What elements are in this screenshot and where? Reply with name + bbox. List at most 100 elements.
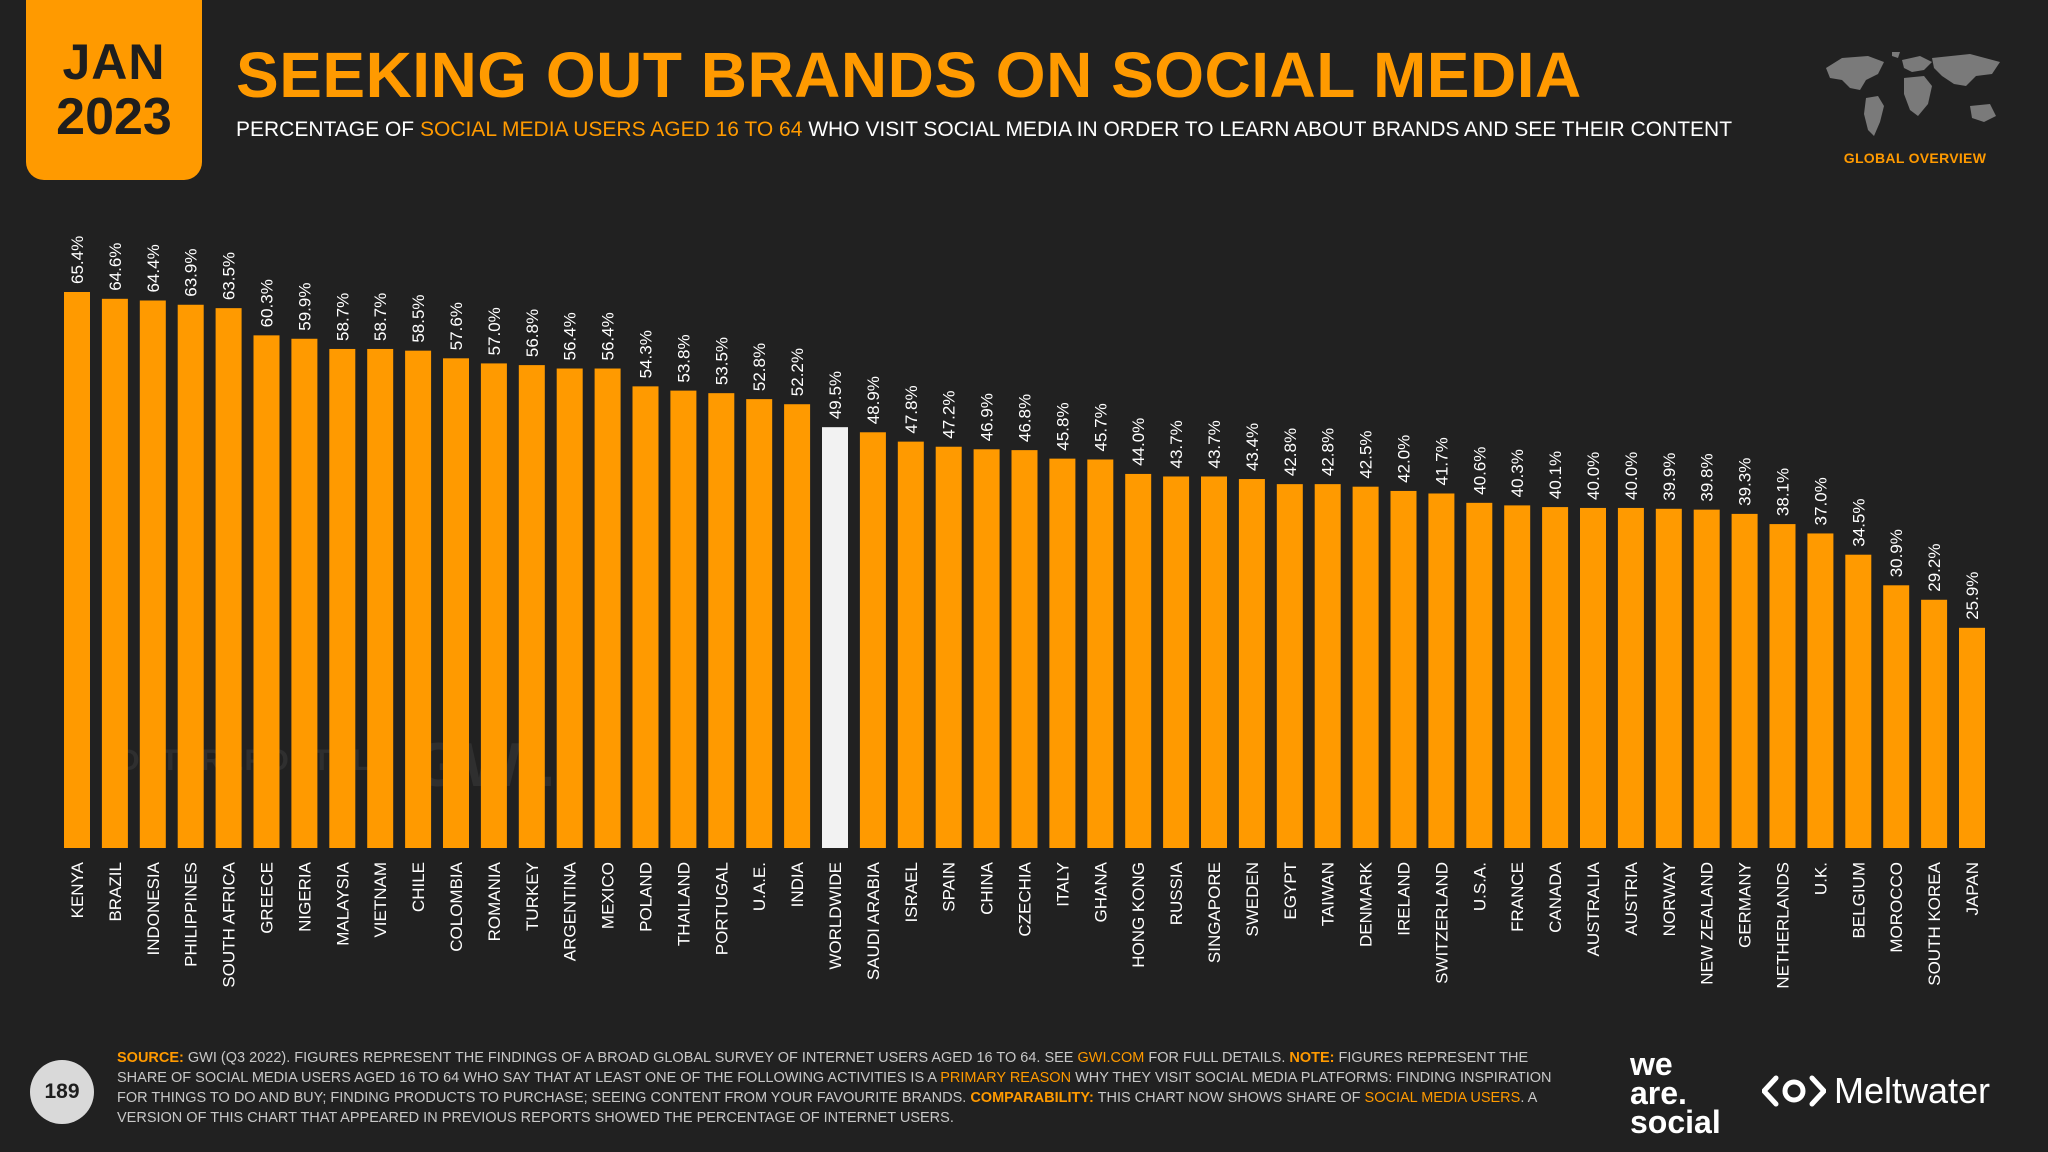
value-label: 40.0% [1622,452,1641,500]
category-label: SOUTH KOREA [1925,861,1944,985]
bar-u-k- [1807,533,1834,848]
bar-israel [897,441,924,848]
logo-line-1: we [1630,1046,1673,1082]
category-label: JAPAN [1963,862,1982,916]
bar-china [973,449,1000,848]
category-label: EGYPT [1281,862,1300,920]
source-link[interactable]: GWI.COM [1077,1050,1145,1066]
value-label: 38.1% [1774,468,1793,516]
value-label: 56.8% [523,309,542,357]
bar-denmark [1352,486,1379,848]
bar-south-korea [1921,599,1948,848]
we-are-social-logo: we are. social [1630,1046,1721,1138]
note-highlight: PRIMARY REASON [940,1070,1072,1086]
bar-indonesia [139,300,166,848]
bar-ireland [1390,490,1417,848]
value-label: 63.5% [220,252,239,300]
category-label: MEXICO [599,862,618,929]
bar-germany [1731,513,1758,848]
value-label: 54.3% [637,330,656,378]
category-label: SWEDEN [1243,862,1262,937]
category-label: PORTUGAL [712,862,731,955]
footnote: SOURCE: GWI (Q3 2022). FIGURES REPRESENT… [117,1048,1577,1128]
value-label: 45.8% [1053,402,1072,450]
value-label: 44.0% [1129,418,1148,466]
category-label: GHANA [1091,861,1110,922]
value-label: 30.9% [1887,529,1906,577]
category-label: CHILE [409,862,428,912]
value-label: 46.8% [1016,394,1035,442]
category-label: MOROCCO [1887,862,1906,953]
value-label: 56.4% [561,312,580,360]
category-label: TAIWAN [1319,862,1338,926]
bar-mexico [594,368,621,848]
bar-canada [1542,507,1569,848]
value-label: 47.8% [902,385,921,433]
note-text: FIGURES REPRESENT THE SHARE OF SOCIAL ME… [117,1050,1529,1086]
category-label: HONG KONG [1129,862,1148,968]
bar-nigeria [291,338,318,848]
category-label: GREECE [258,862,277,934]
value-label: 42.8% [1319,428,1338,476]
category-label: WORLDWIDE [826,862,845,970]
value-label: 64.6% [106,243,125,291]
category-label: NIGERIA [295,861,314,932]
note-label: NOTE: [1289,1050,1335,1066]
bar-hong-kong [1125,473,1152,848]
value-label: 43.4% [1243,423,1262,471]
bar-thailand [670,390,697,848]
world-map-icon [1826,52,2000,136]
value-label: 57.6% [447,302,466,350]
category-label: POLAND [637,862,656,932]
comparability-highlight: SOCIAL MEDIA USERS [1364,1090,1521,1106]
value-label: 25.9% [1963,572,1982,620]
value-label: 39.8% [1698,453,1717,501]
bar-new-zealand [1693,509,1720,848]
value-label: 39.9% [1660,453,1679,501]
value-label: 58.7% [333,293,352,341]
bar-greece [253,335,280,848]
category-label: SOUTH AFRICA [220,861,239,987]
category-label: KENYA [68,861,87,918]
bar-u-a-e- [746,399,773,848]
subtitle-post: WHO VISIT SOCIAL MEDIA IN ORDER TO LEARN… [802,118,1733,141]
bar-ghana [1087,459,1114,848]
category-label: U.A.E. [750,862,769,911]
category-label: CHINA [978,861,997,915]
value-label: 34.5% [1849,498,1868,546]
section-label: GLOBAL OVERVIEW [1843,150,1987,166]
bar-italy [1049,458,1076,848]
category-label: ITALY [1053,862,1072,907]
comparability-text-2: . A VERSION OF THIS CHART THAT APPEARED … [117,1090,1537,1126]
bar-poland [632,386,659,848]
value-label: 53.8% [674,334,693,382]
bar-saudi-arabia [859,432,886,848]
bar-france [1504,505,1531,848]
category-label: FRANCE [1508,862,1527,932]
bar-worldwide [822,427,848,848]
source-label: SOURCE: [117,1050,184,1066]
category-label: ARGENTINA [561,861,580,961]
subtitle-highlight: SOCIAL MEDIA USERS AGED 16 TO 64 [419,118,803,141]
category-label: RUSSIA [1167,861,1186,925]
value-label: 58.5% [409,294,428,342]
category-label: ISRAEL [902,862,921,922]
category-label: PHILIPPINES [182,862,201,967]
bar-south-africa [215,308,242,848]
page-number-badge: 189 [30,1060,94,1124]
bar-russia [1163,476,1190,848]
value-label: 43.7% [1205,420,1224,468]
category-label: AUSTRALIA [1584,861,1603,956]
bar-singapore [1201,476,1227,848]
date-badge: JAN 2023 [26,0,202,180]
logo-line-2: are. [1630,1075,1687,1111]
category-label: INDIA [788,861,807,907]
bar-spain [935,446,962,848]
value-label: 42.0% [1395,435,1414,483]
category-label: SWITZERLAND [1432,862,1451,984]
bar-sweden [1238,479,1265,848]
bar-japan [1959,627,1985,848]
category-label: DENMARK [1357,861,1376,947]
comparability-label: COMPARABILITY: [970,1090,1094,1106]
